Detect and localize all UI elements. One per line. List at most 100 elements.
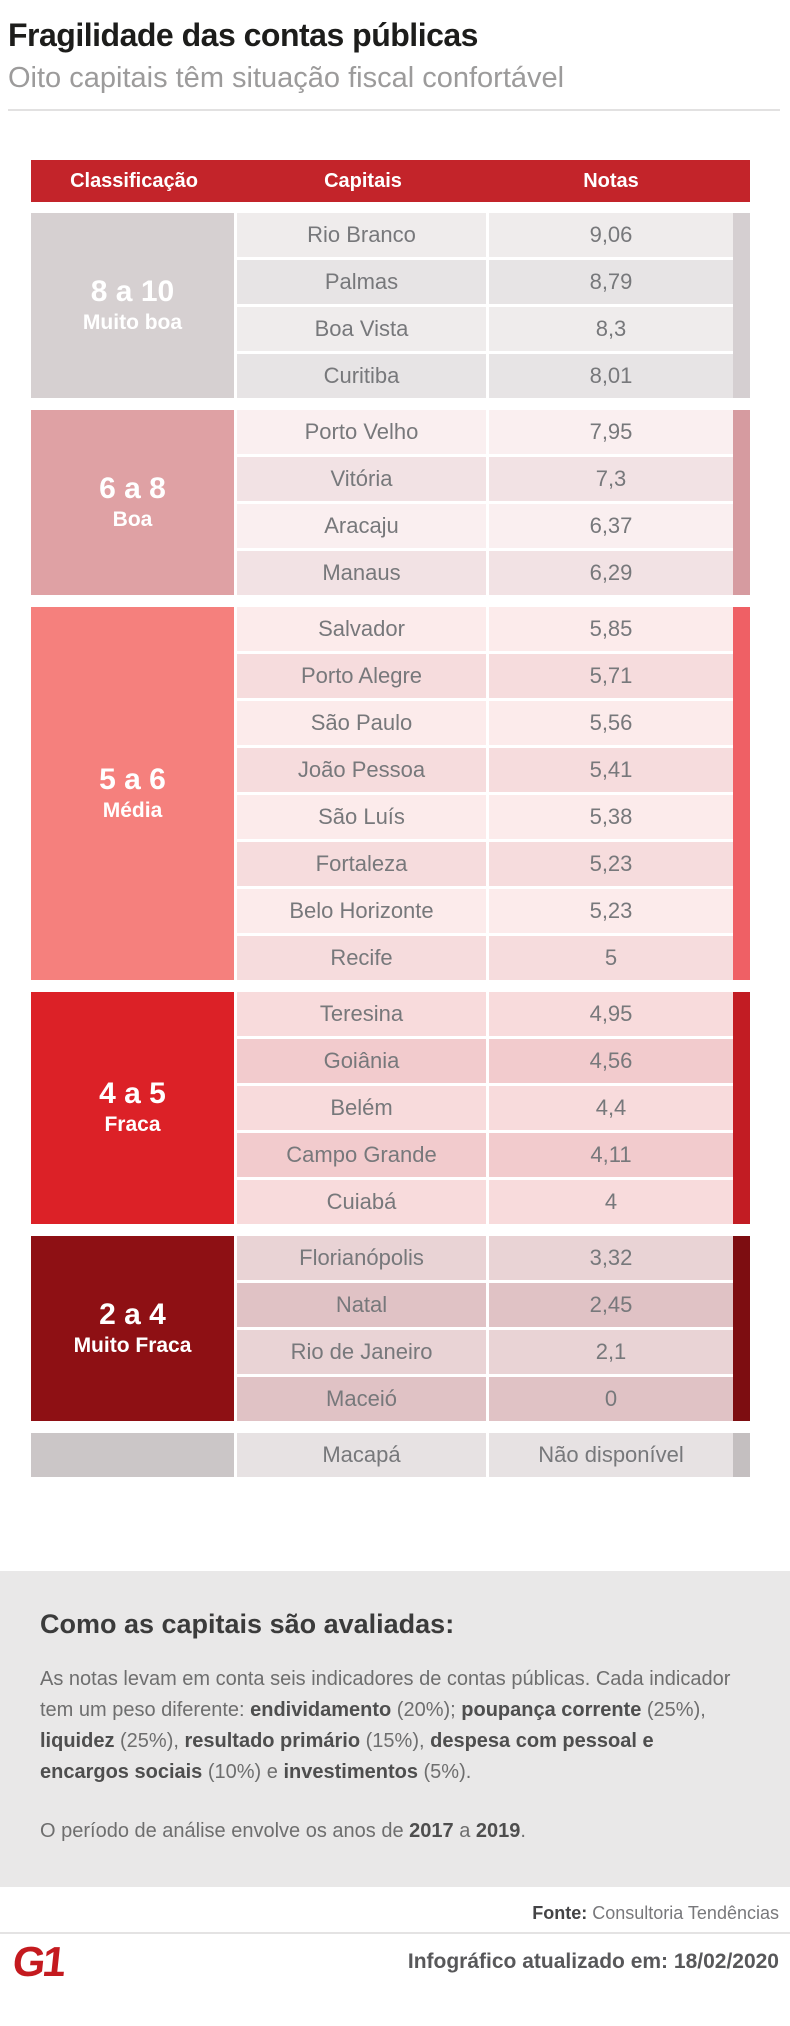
table-row: Salvador 5,85 (237, 607, 733, 651)
nota-cell: 6,29 (489, 551, 733, 595)
text-segment: (25%), (114, 1730, 185, 1752)
capital-cell: Florianópolis (237, 1236, 489, 1280)
capital-cell: Vitória (237, 457, 489, 501)
table-row: Boa Vista 8,3 (237, 307, 733, 351)
table-header-row: Classificação Capitais Notas (31, 160, 750, 202)
capital-cell: Campo Grande (237, 1133, 489, 1177)
classification-cell: 5 a 6 Média (31, 607, 234, 980)
classification-quality-label: Muito boa (82, 310, 183, 334)
bold-text-segment: investimentos (283, 1761, 418, 1783)
capital-cell: Goiânia (237, 1039, 489, 1083)
nota-cell: 5,71 (489, 654, 733, 698)
group-rows: Salvador 5,85 Porto Alegre 5,71 São Paulo 5,5… (237, 607, 733, 980)
nota-cell: 3,32 (489, 1236, 733, 1280)
text-segment: (25%), (641, 1699, 706, 1721)
table-row: Manaus 6,29 (237, 551, 733, 595)
classification-quality-label: Muito Fraca (73, 1333, 192, 1357)
capital-cell: São Paulo (237, 701, 489, 745)
nota-cell: 4,4 (489, 1086, 733, 1130)
footer-bar: G1 Infográfico atualizado em: 18/02/2020 (0, 1934, 790, 1985)
nota-cell: 6,37 (489, 504, 733, 548)
capital-cell: Belo Horizonte (237, 889, 489, 933)
classification-range: 5 a 6 (99, 762, 166, 796)
nota-cell: 2,1 (489, 1330, 733, 1374)
table-row: Florianópolis 3,32 (237, 1236, 733, 1280)
classification-cell (31, 1433, 234, 1477)
nota-cell: 4,11 (489, 1133, 733, 1177)
table-row: Recife 5 (237, 936, 733, 980)
nota-cell: 7,3 (489, 457, 733, 501)
nota-cell: 5,56 (489, 701, 733, 745)
capital-cell: Palmas (237, 260, 489, 304)
table-row: Teresina 4,95 (237, 992, 733, 1036)
page-title: Fragilidade das contas públicas (8, 17, 478, 53)
nota-cell: 5,85 (489, 607, 733, 651)
text-segment: (20%); (391, 1699, 462, 1721)
capital-cell: Boa Vista (237, 307, 489, 351)
group-rows: Macapá Não disponível (237, 1433, 733, 1477)
capital-cell: Natal (237, 1283, 489, 1327)
rating-group: 4 a 5 Fraca Teresina 4,95 Goiânia 4,56 Belém 4,… (31, 992, 750, 1224)
capital-cell: Aracaju (237, 504, 489, 548)
nota-cell: 2,45 (489, 1283, 733, 1327)
table-row: Natal 2,45 (237, 1283, 733, 1327)
nota-cell: 7,95 (489, 410, 733, 454)
capital-cell: Rio Branco (237, 213, 489, 257)
source-label: Fonte: (532, 1903, 588, 1923)
column-header-capitals: Capitais (324, 169, 402, 192)
table-row: Rio de Janeiro 2,1 (237, 1330, 733, 1374)
group-color-strip (733, 607, 750, 980)
table-row: Belém 4,4 (237, 1086, 733, 1130)
classification-cell: 6 a 8 Boa (31, 410, 234, 595)
capital-cell: Recife (237, 936, 489, 980)
text-segment: O período de análise envolve os anos de (40, 1820, 410, 1842)
group-rows: Rio Branco 9,06 Palmas 8,79 Boa Vista 8,3 Curi… (237, 213, 733, 398)
table-row: João Pessoa 5,41 (237, 748, 733, 792)
text-segment: a (453, 1820, 476, 1842)
methodology-paragraph: As notas levam em conta seis indicadores… (40, 1664, 746, 1788)
rating-group: 2 a 4 Muito Fraca Florianópolis 3,32 Natal 2,… (31, 1236, 750, 1421)
group-color-strip (733, 1433, 750, 1477)
classification-range: 6 a 8 (99, 471, 166, 505)
bold-text-segment: resultado primário (184, 1730, 361, 1752)
rating-group: 5 a 6 Média Salvador 5,85 Porto Alegre 5,71 Sã… (31, 607, 750, 980)
rating-group: 8 a 10 Muito boa Rio Branco 9,06 Palmas 8,79 B… (31, 213, 750, 398)
nota-cell: 0 (489, 1377, 733, 1421)
bold-text-segment: liquidez (40, 1730, 115, 1752)
group-color-strip (733, 1236, 750, 1421)
table-row: Macapá Não disponível (237, 1433, 733, 1477)
table-row: Rio Branco 9,06 (237, 213, 733, 257)
capital-cell: Manaus (237, 551, 489, 595)
nota-cell: 8,01 (489, 354, 733, 398)
capital-cell: Cuiabá (237, 1180, 489, 1224)
capital-cell: Porto Alegre (237, 654, 489, 698)
classification-quality-label: Fraca (104, 1113, 161, 1136)
capital-cell: Macapá (237, 1433, 489, 1477)
table-row: Fortaleza 5,23 (237, 842, 733, 886)
capital-cell: Belém (237, 1086, 489, 1130)
classification-cell: 8 a 10 Muito boa (31, 213, 234, 398)
capital-cell: Fortaleza (237, 842, 489, 886)
nota-cell: 4,56 (489, 1039, 733, 1083)
group-rows: Teresina 4,95 Goiânia 4,56 Belém 4,4 Campo Gra… (237, 992, 733, 1224)
table-row: Aracaju 6,37 (237, 504, 733, 548)
capital-cell: João Pessoa (237, 748, 489, 792)
table-row: Campo Grande 4,11 (237, 1133, 733, 1177)
table-row: Porto Velho 7,95 (237, 410, 733, 454)
capital-cell: Teresina (237, 992, 489, 1036)
column-header-grades: Notas (583, 169, 639, 192)
table-row: Belo Horizonte 5,23 (237, 889, 733, 933)
table-row: Vitória 7,3 (237, 457, 733, 501)
bold-text-segment: poupança corrente (461, 1699, 642, 1721)
bold-text-segment: despesa com pessoal e encargos sociais (40, 1730, 654, 1783)
table-row: São Paulo 5,56 (237, 701, 733, 745)
footer-divider (0, 1932, 790, 1934)
g1-logo: G1 (10, 1938, 66, 1985)
classification-range: 4 a 5 (99, 1077, 166, 1110)
classification-cell: 4 a 5 Fraca (31, 992, 234, 1224)
group-rows: Porto Velho 7,95 Vitória 7,3 Aracaju 6,37 Mana… (237, 410, 733, 595)
table-row: Porto Alegre 5,71 (237, 654, 733, 698)
bold-text-segment: endividamento (250, 1699, 392, 1721)
table-row: Maceió 0 (237, 1377, 733, 1421)
nota-cell: 4 (489, 1180, 733, 1224)
